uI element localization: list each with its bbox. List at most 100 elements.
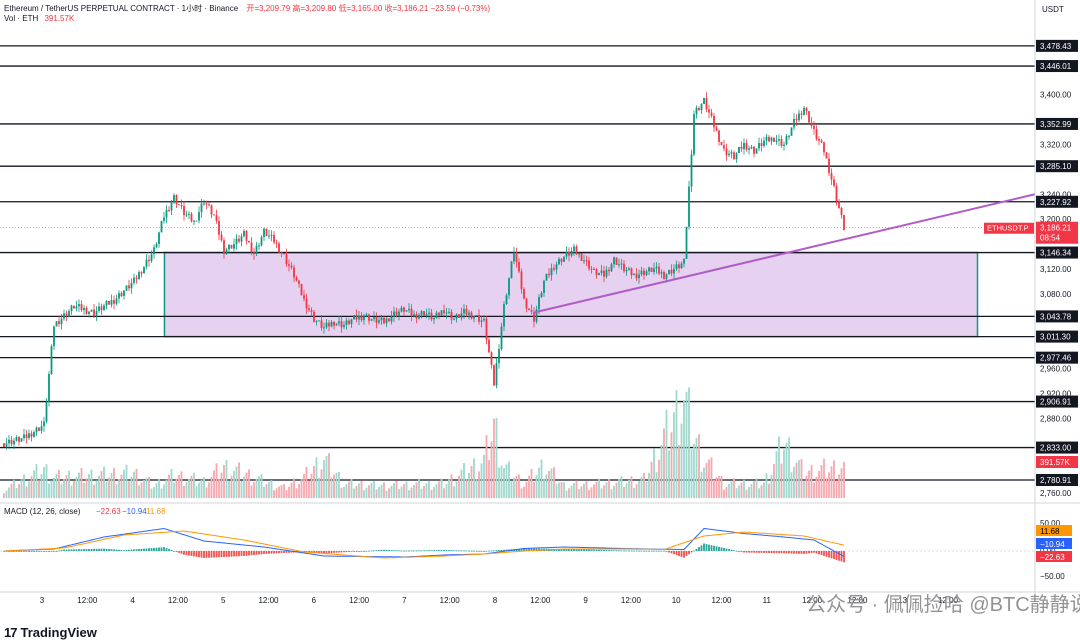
volume-bar [753,481,755,498]
candle-body [148,259,150,262]
macd-histogram-bar [818,551,820,555]
volume-bar [503,468,505,498]
macd-histogram-bar [385,549,388,551]
volume-bar [308,480,310,498]
volume-bar [280,485,283,498]
macd-histogram-bar [105,548,108,551]
volume-bar [638,480,640,498]
macd-histogram-bar [403,550,405,552]
macd-histogram-bar [330,551,333,554]
volume-bar [38,480,40,498]
candle-body [365,314,368,317]
macd-histogram-bar [465,550,468,552]
volume-bar [558,482,560,498]
volume-bar [208,482,210,498]
macd-histogram-bar [708,544,710,551]
tradingview-logo-icon: 17 [4,625,18,640]
candle-body [293,267,295,278]
candle-body [375,316,378,323]
candle-body [408,308,410,311]
macd-histogram-bar [110,549,113,551]
volume-bar [330,477,333,498]
macd-histogram-bar [160,547,163,551]
macd-histogram-bar [163,547,165,551]
volume-bar [585,480,588,498]
macd-histogram-bar [435,550,438,551]
candle-body [793,118,795,128]
macd-histogram-bar [145,548,148,551]
candle-body [275,242,278,244]
volume-bar [238,462,240,498]
volume-bar [610,489,613,498]
candle-body [458,314,460,318]
macd-histogram-bar [475,550,478,552]
candle-body [830,173,833,180]
candle-body [103,305,105,311]
macd-layer: MACD (12, 26, close) −22.63 −10.94 11.6850.… [0,502,1080,581]
macd-value-tag: −10.94 [1040,540,1065,549]
candle-body [615,257,618,265]
volume-bar [315,457,318,498]
volume-bar [108,477,110,498]
volume-bar [608,479,610,498]
level-label: 2,906.91 [1040,398,1072,407]
volume-bar [443,488,445,498]
macd-histogram-bar [643,550,645,552]
volume-bar [95,480,98,498]
macd-histogram-bar [200,551,203,558]
candle-body [310,310,313,312]
volume-bar [768,483,770,498]
candle-body [510,261,513,279]
volume-bar [760,485,763,498]
volume-bar [85,478,88,498]
macd-histogram-bar [558,548,560,551]
macd-histogram-bar [273,551,275,554]
macd-histogram-bar [268,551,270,554]
macd-histogram-bar [218,551,220,558]
volume-bar [380,484,383,498]
candle-body [538,297,540,310]
candle-body [208,204,210,206]
macd-histogram-bar [88,549,90,551]
macd-histogram-bar [280,551,283,554]
volume-bar [670,432,673,498]
volume-bar [340,487,343,498]
candle-body [110,300,113,305]
volume-bar [685,391,688,498]
volume-bar [393,483,395,498]
volume-bar [803,481,805,498]
volume-bar [693,444,695,498]
macd-histogram-bar [168,549,170,551]
candle-body [18,437,20,442]
macd-histogram-bar [233,551,235,557]
macd-histogram-bar [710,545,713,551]
volume-bar [805,475,808,498]
macd-histogram-bar [195,551,198,557]
macd-histogram-bar [638,550,640,552]
macd-histogram-bar [185,551,188,556]
volume-bar [245,472,248,498]
candle-body [800,113,803,115]
candle-body [758,143,760,149]
candle-body [288,264,290,266]
macd-histogram-bar [798,551,800,554]
candle-body [260,237,263,246]
macd-histogram-bar [58,550,60,552]
macd-histogram-bar [83,549,85,551]
candle-body [105,300,108,306]
macd-histogram-bar [743,551,745,553]
candle-body [783,144,785,146]
candle-body [223,240,225,255]
time-tick-label: 12:00 [440,596,461,605]
candle-body [495,363,498,386]
volume-bar [303,474,305,498]
macd-signal-value: 11.68 [146,507,166,516]
macd-histogram-bar [733,550,735,552]
macd-histogram-bar [260,551,263,555]
macd-histogram-bar [368,550,370,552]
macd-histogram-bar [683,551,685,558]
macd-histogram-bar [535,548,538,551]
candle-body [420,311,423,315]
macd-histogram-bar [288,551,290,553]
